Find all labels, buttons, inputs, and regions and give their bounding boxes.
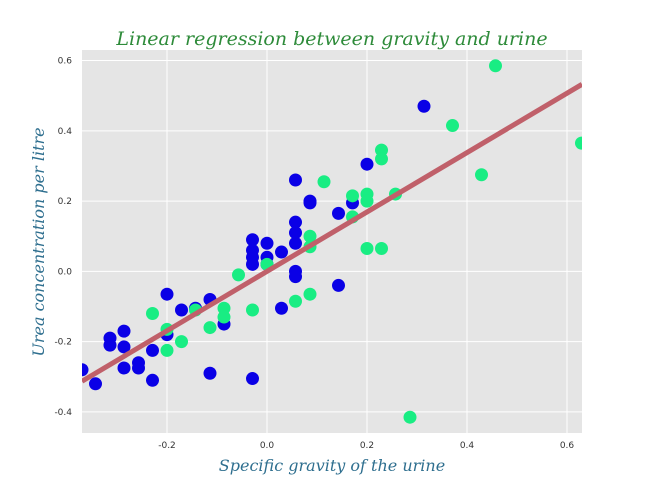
y-tick-label: 0.6 bbox=[58, 57, 73, 67]
data-point-series-1 bbox=[203, 366, 217, 380]
data-point-series-1 bbox=[417, 99, 431, 113]
data-point-series-1 bbox=[332, 206, 345, 220]
chart-title: Linear regression between gravity and ur… bbox=[115, 28, 547, 50]
data-point-series-2 bbox=[303, 229, 317, 243]
data-point-series-1 bbox=[275, 301, 288, 315]
data-point-series-2 bbox=[360, 242, 374, 256]
data-point-series-1 bbox=[360, 157, 374, 171]
y-tick-label: -0.2 bbox=[54, 338, 72, 348]
data-point-series-1 bbox=[103, 338, 117, 352]
x-tick-label: -0.2 bbox=[158, 441, 176, 451]
data-point-series-1 bbox=[260, 236, 274, 250]
data-point-series-1 bbox=[117, 324, 131, 338]
x-tick-label: 0.6 bbox=[560, 441, 575, 451]
data-point-series-2 bbox=[217, 310, 231, 324]
data-point-series-2 bbox=[375, 242, 388, 256]
data-point-series-1 bbox=[175, 303, 188, 317]
data-point-series-1 bbox=[89, 377, 102, 391]
data-point-series-1 bbox=[303, 196, 317, 210]
y-tick-label: 0.0 bbox=[58, 267, 73, 277]
y-tick-label: 0.2 bbox=[58, 197, 72, 207]
data-point-series-1 bbox=[332, 278, 345, 292]
regression-line bbox=[82, 82, 582, 384]
data-point-series-2 bbox=[575, 136, 582, 150]
data-point-series-2 bbox=[175, 335, 188, 349]
data-point-series-1 bbox=[82, 363, 89, 377]
data-point-series-2 bbox=[475, 168, 488, 182]
data-point-series-1 bbox=[289, 270, 302, 284]
data-point-series-2 bbox=[203, 321, 217, 335]
data-point-series-1 bbox=[289, 173, 302, 187]
data-point-series-2 bbox=[360, 194, 374, 208]
data-point-series-2 bbox=[146, 307, 159, 321]
data-point-series-1 bbox=[275, 245, 288, 259]
data-point-series-1 bbox=[246, 257, 259, 271]
data-point-series-2 bbox=[232, 268, 245, 282]
data-point-series-2 bbox=[489, 59, 502, 73]
grid-lines bbox=[82, 50, 582, 433]
x-tick-label: 0.0 bbox=[260, 441, 275, 451]
data-point-series-1 bbox=[246, 372, 259, 386]
data-point-series-1 bbox=[289, 226, 302, 240]
data-point-series-1 bbox=[117, 361, 131, 375]
data-point-series-1 bbox=[289, 236, 302, 250]
data-point-series-2 bbox=[346, 189, 359, 203]
data-point-series-2 bbox=[403, 410, 417, 424]
tick-labels: -0.2 0.0 0.2 0.4 0.6 -0.4 -0.2 0.0 0.2 0.4 0.6 bbox=[54, 57, 574, 451]
data-point-series-1 bbox=[146, 373, 159, 387]
data-point-series-2 bbox=[446, 119, 459, 133]
data-point-series-2 bbox=[160, 343, 174, 357]
y-axis-label: Urea concentration per litre bbox=[29, 127, 48, 356]
data-point-series-2 bbox=[375, 152, 388, 166]
data-point-series-1 bbox=[289, 215, 302, 229]
x-tick-label: 0.4 bbox=[460, 441, 475, 451]
data-point-series-2 bbox=[317, 175, 331, 189]
data-point-series-2 bbox=[303, 287, 317, 301]
x-axis-label: Specific gravity of the urine bbox=[219, 456, 445, 475]
data-point-series-1 bbox=[132, 361, 145, 375]
data-point-series-2 bbox=[289, 294, 302, 308]
y-tick-label: 0.4 bbox=[58, 127, 73, 137]
data-point-series-1 bbox=[246, 233, 259, 247]
y-tick-label: -0.4 bbox=[54, 408, 72, 418]
x-tick-label: 0.2 bbox=[360, 441, 374, 451]
data-point-series-1 bbox=[146, 343, 159, 357]
data-point-series-2 bbox=[246, 303, 259, 317]
data-point-series-1 bbox=[117, 340, 131, 354]
plot-background bbox=[82, 50, 582, 433]
data-point-series-1 bbox=[160, 287, 174, 301]
